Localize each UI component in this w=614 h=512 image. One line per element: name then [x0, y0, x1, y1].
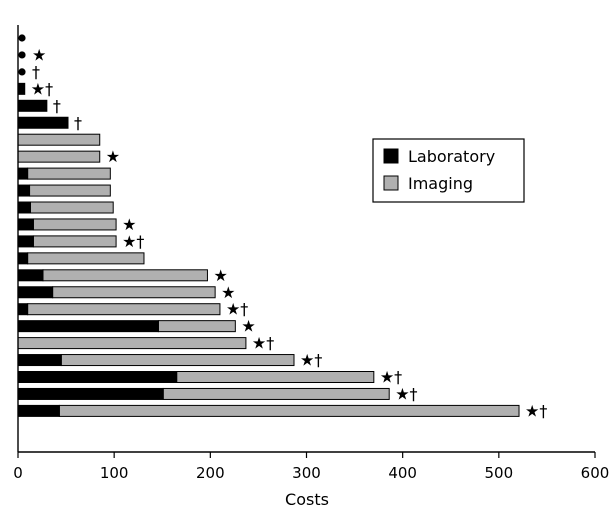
row-15-imaging-bar	[42, 269, 208, 282]
row-11-imaging-bar	[30, 201, 114, 214]
legend-swatch-imaging	[383, 175, 399, 191]
row-19-annotation: ★†	[252, 334, 274, 353]
x-tick-label-400: 400	[388, 464, 417, 482]
row-8-annotation: ★	[106, 147, 120, 166]
row-6-laboratory-bar	[17, 116, 69, 129]
row-23-laboratory-bar	[17, 404, 60, 417]
row-22-laboratory-bar	[17, 387, 164, 400]
row-10-imaging-bar	[29, 184, 111, 197]
row-13-laboratory-bar	[17, 235, 34, 248]
x-ticks: 0 100 200 300 400 500 600	[13, 452, 609, 482]
row-3-annotation: †	[32, 62, 40, 81]
row-2-dot-marker	[18, 51, 26, 59]
x-tick-label-200: 200	[196, 464, 225, 482]
row-5-laboratory-bar	[17, 99, 48, 112]
row-5-annotation: †	[53, 96, 61, 115]
x-tick-label-300: 300	[292, 464, 321, 482]
row-7-imaging-bar	[17, 133, 101, 146]
row-4-laboratory-bar	[17, 82, 26, 95]
bars-layer	[17, 34, 520, 417]
row-20-annotation: ★†	[300, 351, 322, 370]
annotation-markers: ★†★†††★★★†★★★†★★†★†★†★†★†	[31, 45, 548, 420]
row-18-annotation: ★	[241, 317, 255, 336]
row-6-annotation: †	[74, 113, 82, 132]
row-16-annotation: ★	[221, 283, 235, 302]
row-9-imaging-bar	[27, 167, 111, 180]
x-tick-label-0: 0	[13, 464, 23, 482]
row-12-imaging-bar	[32, 218, 117, 231]
row-14-laboratory-bar	[17, 252, 29, 265]
row-22-imaging-bar	[162, 387, 390, 400]
x-axis-label: Costs	[285, 490, 329, 509]
row-13-imaging-bar	[32, 235, 117, 248]
row-21-imaging-bar	[176, 371, 375, 383]
row-17-imaging-bar	[27, 303, 221, 316]
row-18-laboratory-bar	[17, 320, 159, 333]
row-10-laboratory-bar	[17, 184, 31, 197]
row-9-laboratory-bar	[17, 167, 29, 180]
row-3-dot-marker	[18, 68, 26, 76]
row-11-laboratory-bar	[17, 201, 32, 214]
row-19-imaging-bar	[17, 337, 247, 350]
row-12-annotation: ★	[122, 215, 136, 234]
row-15-laboratory-bar	[17, 269, 44, 282]
row-23-annotation: ★†	[525, 401, 547, 420]
row-8-imaging-bar	[17, 150, 101, 163]
legend-label-imaging: Imaging	[408, 174, 473, 193]
row-15-annotation: ★	[213, 266, 227, 285]
row-14-imaging-bar	[27, 252, 145, 265]
row-17-annotation: ★†	[226, 300, 248, 319]
row-16-imaging-bar	[52, 286, 216, 299]
row-20-imaging-bar	[60, 354, 295, 367]
row-23-imaging-bar	[58, 404, 520, 417]
x-tick-label-100: 100	[100, 464, 129, 482]
x-tick-label-500: 500	[485, 464, 514, 482]
row-22-annotation: ★†	[395, 384, 417, 403]
legend: Laboratory Imaging	[372, 138, 525, 203]
row-2-annotation: ★	[32, 45, 46, 64]
legend-swatch-laboratory	[383, 148, 399, 164]
row-17-laboratory-bar	[17, 303, 29, 316]
row-1-dot-marker	[18, 34, 26, 42]
row-12-laboratory-bar	[17, 218, 34, 231]
legend-label-laboratory: Laboratory	[408, 147, 495, 166]
row-21-laboratory-bar	[17, 371, 178, 383]
row-20-laboratory-bar	[17, 354, 62, 367]
row-18-imaging-bar	[157, 320, 236, 333]
x-tick-label-600: 600	[581, 464, 610, 482]
row-4-annotation: ★†	[31, 79, 53, 98]
row-13-annotation: ★†	[122, 232, 144, 251]
row-16-laboratory-bar	[17, 286, 54, 299]
row-21-annotation: ★†	[380, 368, 402, 387]
